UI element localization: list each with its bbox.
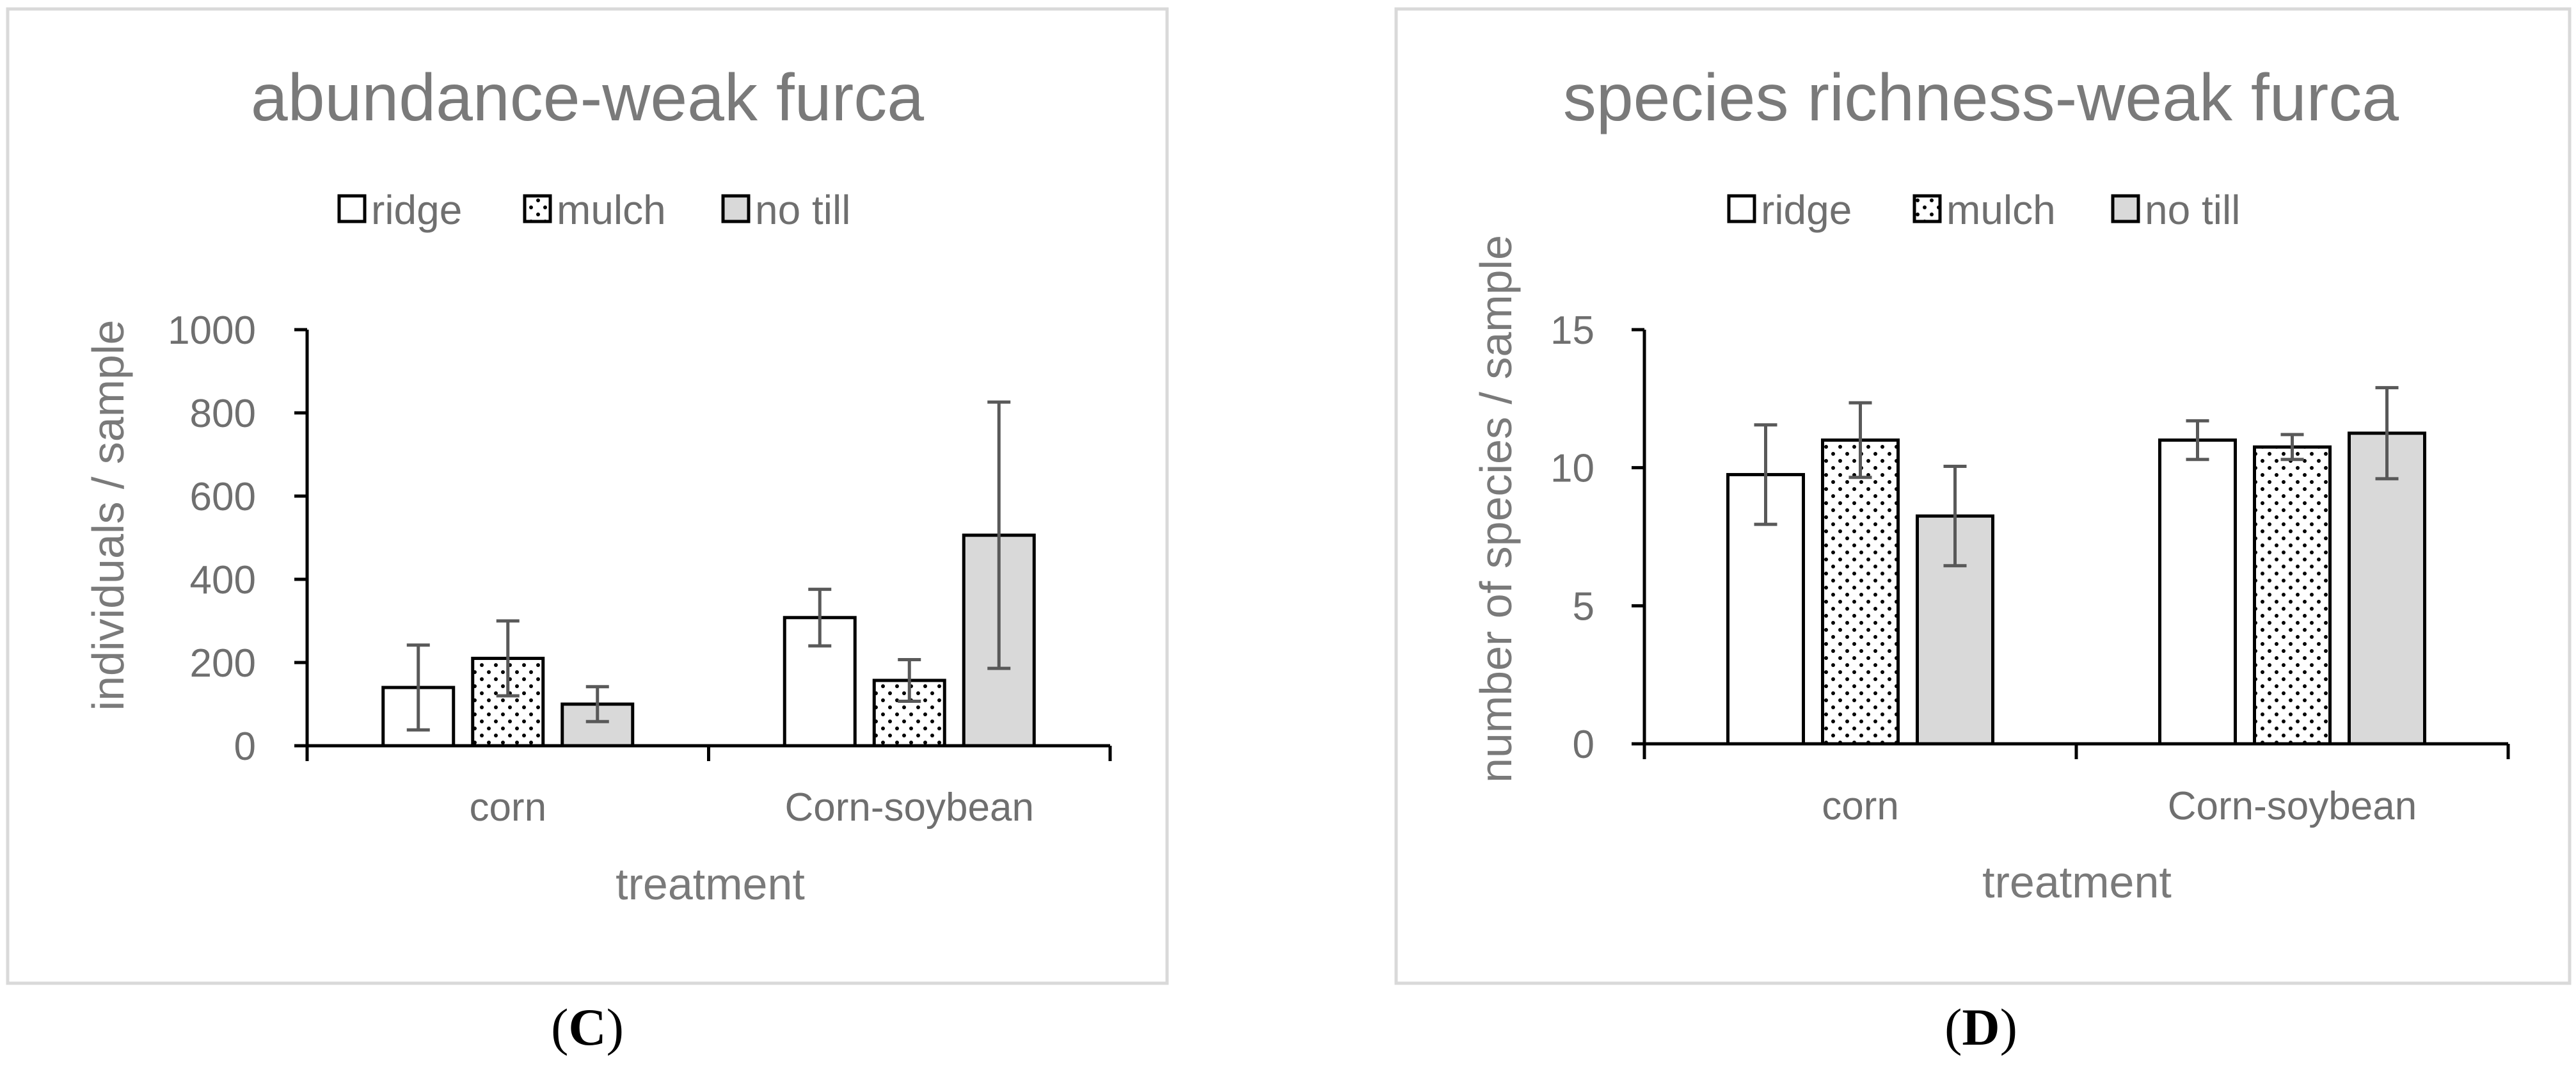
plot-area: 0 200 400 600 800 1000 corn Corn-soybean bbox=[168, 309, 1112, 830]
bar-ridge bbox=[2158, 438, 2237, 746]
legend-label: no till bbox=[755, 187, 850, 233]
bar-no-till bbox=[561, 702, 635, 748]
y-tick-label: 800 bbox=[190, 392, 256, 436]
x-category-label: corn bbox=[1822, 784, 1899, 828]
y-axis-title: number of species / sample bbox=[1471, 235, 1521, 783]
legend: ridge mulch no till bbox=[337, 187, 850, 233]
x-category-label: Corn-soybean bbox=[785, 785, 1034, 830]
legend-label: ridge bbox=[371, 187, 462, 233]
x-category-label: Corn-soybean bbox=[2168, 784, 2417, 828]
y-tick-label: 600 bbox=[190, 475, 256, 519]
y-tick-label: 400 bbox=[190, 558, 256, 602]
panel-label-letter: D bbox=[1962, 998, 2000, 1056]
panel-label-letter: C bbox=[568, 998, 606, 1056]
bar-mulch bbox=[872, 679, 946, 748]
x-axis-title: treatment bbox=[1982, 857, 2172, 907]
legend-swatch-mulch bbox=[1912, 194, 1942, 223]
y-tick-label: 1000 bbox=[168, 309, 256, 353]
y-tick-label: 5 bbox=[1573, 584, 1594, 629]
chart-panel-d: species richness-weak furca ridge mulch no… bbox=[1394, 7, 2572, 1056]
y-tick-label: 0 bbox=[234, 725, 256, 769]
panel-label-close: ) bbox=[2000, 998, 2017, 1056]
panel-label: (D) bbox=[1944, 998, 2017, 1056]
legend: ridge mulch no till bbox=[1727, 187, 2240, 233]
chart-title: species richness-weak furca bbox=[1563, 61, 2399, 135]
y-tick-label: 0 bbox=[1573, 723, 1594, 767]
legend-label: mulch bbox=[557, 187, 666, 233]
legend-label: no till bbox=[2145, 187, 2240, 233]
panel-label-open: ( bbox=[1944, 998, 1962, 1056]
y-tick-label: 200 bbox=[190, 641, 256, 686]
bar-no-till bbox=[2348, 431, 2426, 746]
chart-panel-c: abundance-weak furca ridge mulch no till 0… bbox=[6, 7, 1169, 1056]
chart-title: abundance-weak furca bbox=[251, 61, 924, 135]
legend-swatch-ridge bbox=[1727, 194, 1756, 223]
panel-label-close: ) bbox=[607, 998, 624, 1056]
y-axis-title: individuals / sample bbox=[83, 320, 133, 711]
panel-label-open: ( bbox=[551, 998, 568, 1056]
chart-frame bbox=[6, 7, 1169, 985]
x-category-label: corn bbox=[469, 785, 546, 830]
chart-frame bbox=[1394, 7, 2572, 985]
plot-area: 0 5 10 15 corn Corn-soybean bbox=[1550, 309, 2510, 828]
legend-swatch-mulch bbox=[523, 194, 552, 223]
bar-mulch bbox=[1821, 438, 1900, 746]
x-axis-title: treatment bbox=[616, 859, 805, 909]
legend-swatch-no-till bbox=[721, 194, 751, 223]
legend-label: ridge bbox=[1761, 187, 1852, 233]
legend-swatch-ridge bbox=[337, 194, 367, 223]
y-tick-label: 10 bbox=[1550, 447, 1594, 491]
y-tick-label: 15 bbox=[1550, 309, 1594, 353]
legend-label: mulch bbox=[1946, 187, 2056, 233]
panel-label: (C) bbox=[551, 998, 624, 1056]
bar-mulch bbox=[2253, 445, 2332, 746]
legend-swatch-no-till bbox=[2111, 194, 2140, 223]
